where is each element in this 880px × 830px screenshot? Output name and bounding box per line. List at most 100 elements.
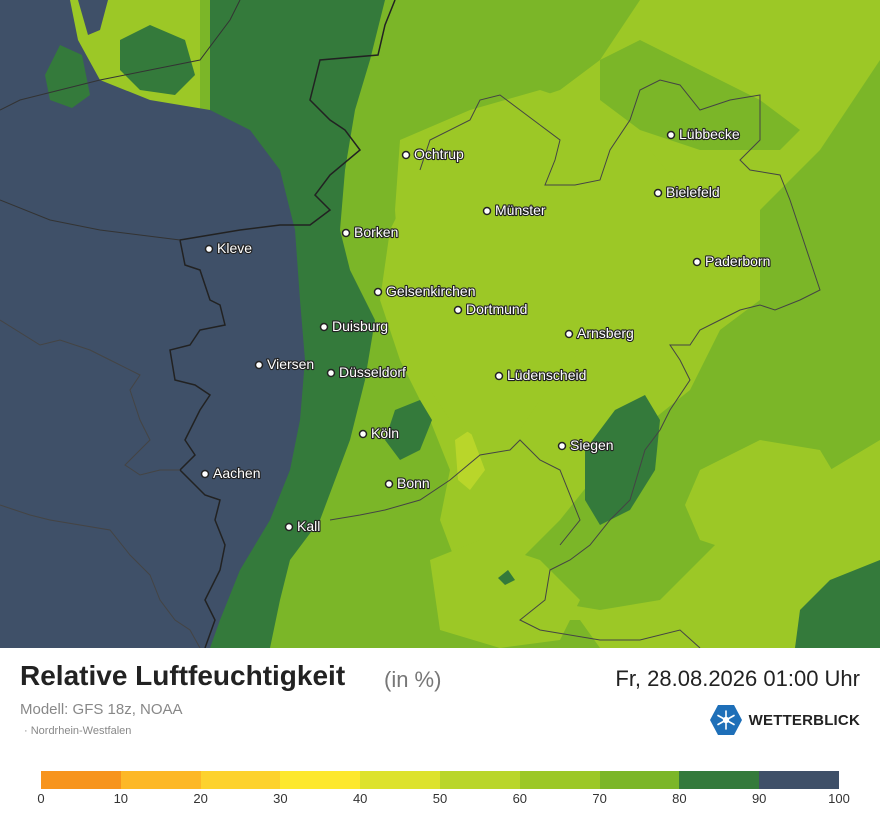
- city-label: Bonn: [397, 475, 430, 491]
- map-canvas: Ochtrup Lübbecke Bielefeld Münster Borken Kle…: [0, 0, 880, 648]
- city-dot: [284, 522, 294, 532]
- legend-tick-label: 70: [592, 791, 607, 806]
- city-dot: [453, 305, 463, 315]
- humidity-map[interactable]: Ochtrup Lübbecke Bielefeld Münster Borken Kle…: [0, 0, 880, 648]
- legend-segment: [599, 771, 680, 789]
- unit-label: (in %): [384, 667, 442, 692]
- model-info: Modell: GFS 18z, NOAA: [20, 701, 183, 718]
- city-dot: [401, 150, 411, 160]
- city-dot: [319, 322, 329, 332]
- city-marker[interactable]: Gelsenkirchen: [373, 282, 477, 300]
- city-dot: [341, 228, 351, 238]
- sun-snowflake-icon: [709, 705, 742, 735]
- country-border-be: [0, 319, 180, 476]
- humidity-area-80-90-n-blob: [120, 25, 195, 95]
- legend-segment: [439, 771, 520, 789]
- humidity-area-90-100: [0, 0, 305, 648]
- city-marker[interactable]: Paderborn: [692, 252, 771, 270]
- humidity-area-80-90-koeln: [385, 400, 432, 460]
- district-border-north: [419, 94, 541, 171]
- legend-segment: [360, 771, 440, 789]
- region-label: · Nordrhein-Westfalen: [24, 725, 132, 737]
- city-label: Dortmund: [466, 301, 527, 317]
- city-marker[interactable]: Dortmund: [453, 300, 529, 318]
- state-border-west: [169, 0, 396, 648]
- humidity-area-70-80-north: [600, 40, 800, 150]
- city-dot: [204, 244, 214, 254]
- city-marker[interactable]: Köln: [358, 424, 400, 442]
- humidity-area-60-70-centre: [395, 90, 700, 440]
- forecast-datetime: Fr, 28.08.2026 01:00 Uhr: [615, 666, 860, 691]
- city-marker[interactable]: Bielefeld: [653, 183, 721, 201]
- city-marker[interactable]: Lübbecke: [666, 125, 741, 143]
- city-marker[interactable]: Duisburg: [319, 317, 389, 335]
- city-dot: [373, 287, 383, 297]
- city-label: Lüdenscheid: [507, 367, 586, 383]
- legend-tick-label: 0: [37, 791, 45, 806]
- city-dot: [564, 329, 574, 339]
- city-layer: Ochtrup Lübbecke Bielefeld Münster Borken Kle…: [200, 125, 771, 535]
- city-marker[interactable]: Viersen: [254, 355, 315, 373]
- city-marker[interactable]: Siegen: [557, 436, 615, 454]
- city-label: Ochtrup: [414, 146, 464, 162]
- map-footer: Relative Luftfeuchtigkeit (in %) Modell:…: [0, 648, 880, 830]
- city-marker[interactable]: Arnsberg: [564, 324, 635, 342]
- city-marker[interactable]: Düsseldorf: [326, 363, 407, 381]
- brand-name: WETTERBLICK: [748, 711, 860, 729]
- humidity-area-60-70-south: [685, 440, 850, 560]
- humidity-area-80-90-small: [498, 570, 515, 585]
- city-dot: [200, 469, 210, 479]
- humidity-area-80-90-southeast: [795, 560, 880, 648]
- city-label: Kleve: [217, 240, 252, 256]
- legend-tick-label: 10: [113, 791, 129, 806]
- city-label: Duisburg: [332, 318, 388, 334]
- brand-logo[interactable]: WETTERBLICK: [709, 704, 860, 736]
- legend-tick-label: 20: [193, 791, 208, 806]
- city-marker[interactable]: Münster: [482, 201, 547, 219]
- city-label: Münster: [495, 202, 546, 218]
- city-marker[interactable]: Lüdenscheid: [494, 366, 588, 384]
- city-label: Arnsberg: [577, 325, 634, 341]
- legend-segment: [200, 771, 281, 789]
- city-label: Köln: [371, 425, 399, 441]
- city-marker[interactable]: Kleve: [204, 239, 253, 257]
- legend-segment: [120, 771, 201, 789]
- legend-segment: [280, 771, 361, 789]
- country-border-nl: [0, 504, 201, 648]
- legend-tick-label: 100: [828, 791, 850, 806]
- city-marker[interactable]: Bonn: [384, 474, 431, 492]
- city-marker[interactable]: Ochtrup: [401, 145, 465, 163]
- state-border-south: [329, 439, 581, 546]
- legend-tick-label: 80: [672, 791, 687, 806]
- humidity-area-80-90-siegen: [585, 395, 660, 525]
- humidity-area-60-70-sw: [430, 540, 580, 648]
- page-title: Relative Luftfeuchtigkeit: [20, 660, 346, 691]
- city-dot: [358, 429, 368, 439]
- city-label: Gelsenkirchen: [386, 283, 476, 299]
- city-dot: [666, 130, 676, 140]
- city-dot: [494, 371, 504, 381]
- country-border-ne: [0, 0, 241, 111]
- city-dot: [557, 441, 567, 451]
- legend-segment: [41, 771, 121, 789]
- city-dot: [482, 206, 492, 216]
- color-legend: [41, 771, 839, 789]
- legend-tick-label: 30: [273, 791, 288, 806]
- city-marker[interactable]: Borken: [341, 223, 399, 241]
- city-dot: [692, 257, 702, 267]
- city-marker[interactable]: Kall: [284, 517, 321, 535]
- city-label: Aachen: [213, 465, 260, 481]
- city-label: Siegen: [570, 437, 614, 453]
- legend-tick-label: 40: [352, 791, 368, 806]
- humidity-area-50-60-lennestadt: [455, 430, 485, 490]
- legend-segment: [519, 771, 600, 789]
- city-label: Kall: [297, 518, 320, 534]
- city-marker[interactable]: Aachen: [200, 464, 262, 482]
- city-dot: [254, 360, 264, 370]
- country-border-nw: [0, 199, 181, 241]
- state-border-east: [519, 79, 821, 648]
- city-label: Paderborn: [705, 253, 770, 269]
- city-label: Düsseldorf: [339, 364, 406, 380]
- city-label: Borken: [354, 224, 398, 240]
- legend-tick-label: 50: [432, 791, 448, 806]
